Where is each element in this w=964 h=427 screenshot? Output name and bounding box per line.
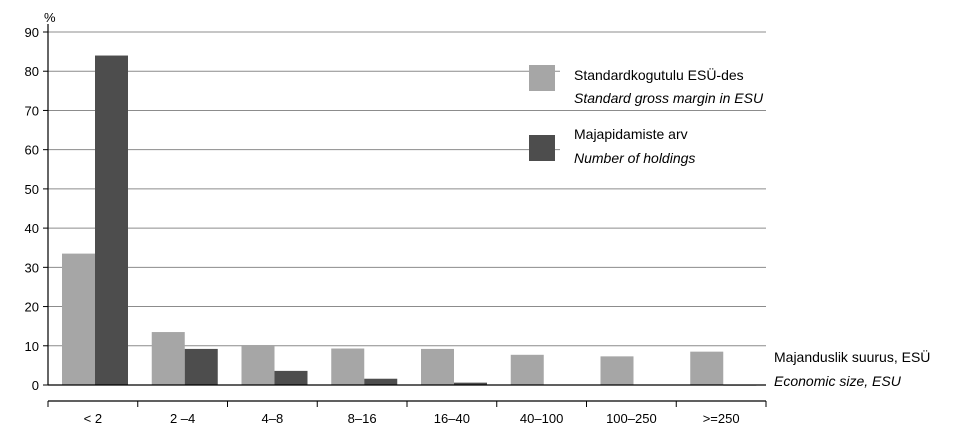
bar-holdings [274,370,308,385]
y-tick-label: 60 [25,143,39,158]
bar-sgm [62,253,95,385]
y-tick-label: 50 [25,182,39,197]
bar-holdings [454,382,487,385]
legend-label-sgm-en: Standard gross margin in ESU [574,90,764,106]
bar-holdings [95,55,128,386]
x-tick-label: < 2 [84,411,102,426]
bars [62,55,757,386]
y-tick-label: 10 [25,339,39,354]
bar-sgm [690,351,724,385]
x-tick-label: 16–40 [434,411,470,426]
x-tick-labels: < 2 2 –4 4–8 8–16 16–40 40–100 100–250 >=250 [84,411,740,426]
y-tick-label: 40 [25,221,39,236]
y-tick-label: 80 [25,64,39,79]
x-tick-label: 100–250 [606,411,657,426]
y-tick-label: 90 [25,25,39,40]
legend-swatch-sgm [529,65,555,91]
legend-label-holdings-en: Number of holdings [574,150,695,166]
bar-sgm [331,348,365,385]
legend-label-sgm: Standardkogutulu ESÜ-des [574,66,744,83]
bar-sgm [510,354,544,385]
x-tick-label: 8–16 [348,411,377,426]
bar-sgm [600,356,634,385]
y-tick-label: 20 [25,300,39,315]
legend: Standardkogutulu ESÜ-des Standard gross … [529,56,774,172]
x-tick-label: 4–8 [262,411,284,426]
y-tick-label: 70 [25,103,39,118]
y-tick-label: 0 [32,378,39,393]
bar-holdings [184,348,218,385]
x-tick-label: >=250 [703,411,740,426]
y-axis-label: % [44,10,56,25]
axes [43,24,767,407]
bar-holdings [364,378,398,385]
legend-swatch-holdings [529,135,555,161]
bar-sgm [241,344,275,385]
bar-sgm [151,332,185,385]
y-tick-labels: 0 10 20 30 40 50 60 70 80 90 [25,25,39,393]
bar-sgm [421,348,454,385]
gridlines [48,31,766,347]
legend-label-holdings: Majapidamiste arv [574,126,688,142]
y-tick-label: 30 [25,260,39,275]
x-axis-label: Majanduslik suurus, ESÜ [774,348,930,365]
x-tick-label: 40–100 [520,411,563,426]
x-axis-label-en: Economic size, ESU [774,373,902,389]
x-tick-label: 2 –4 [170,411,195,426]
